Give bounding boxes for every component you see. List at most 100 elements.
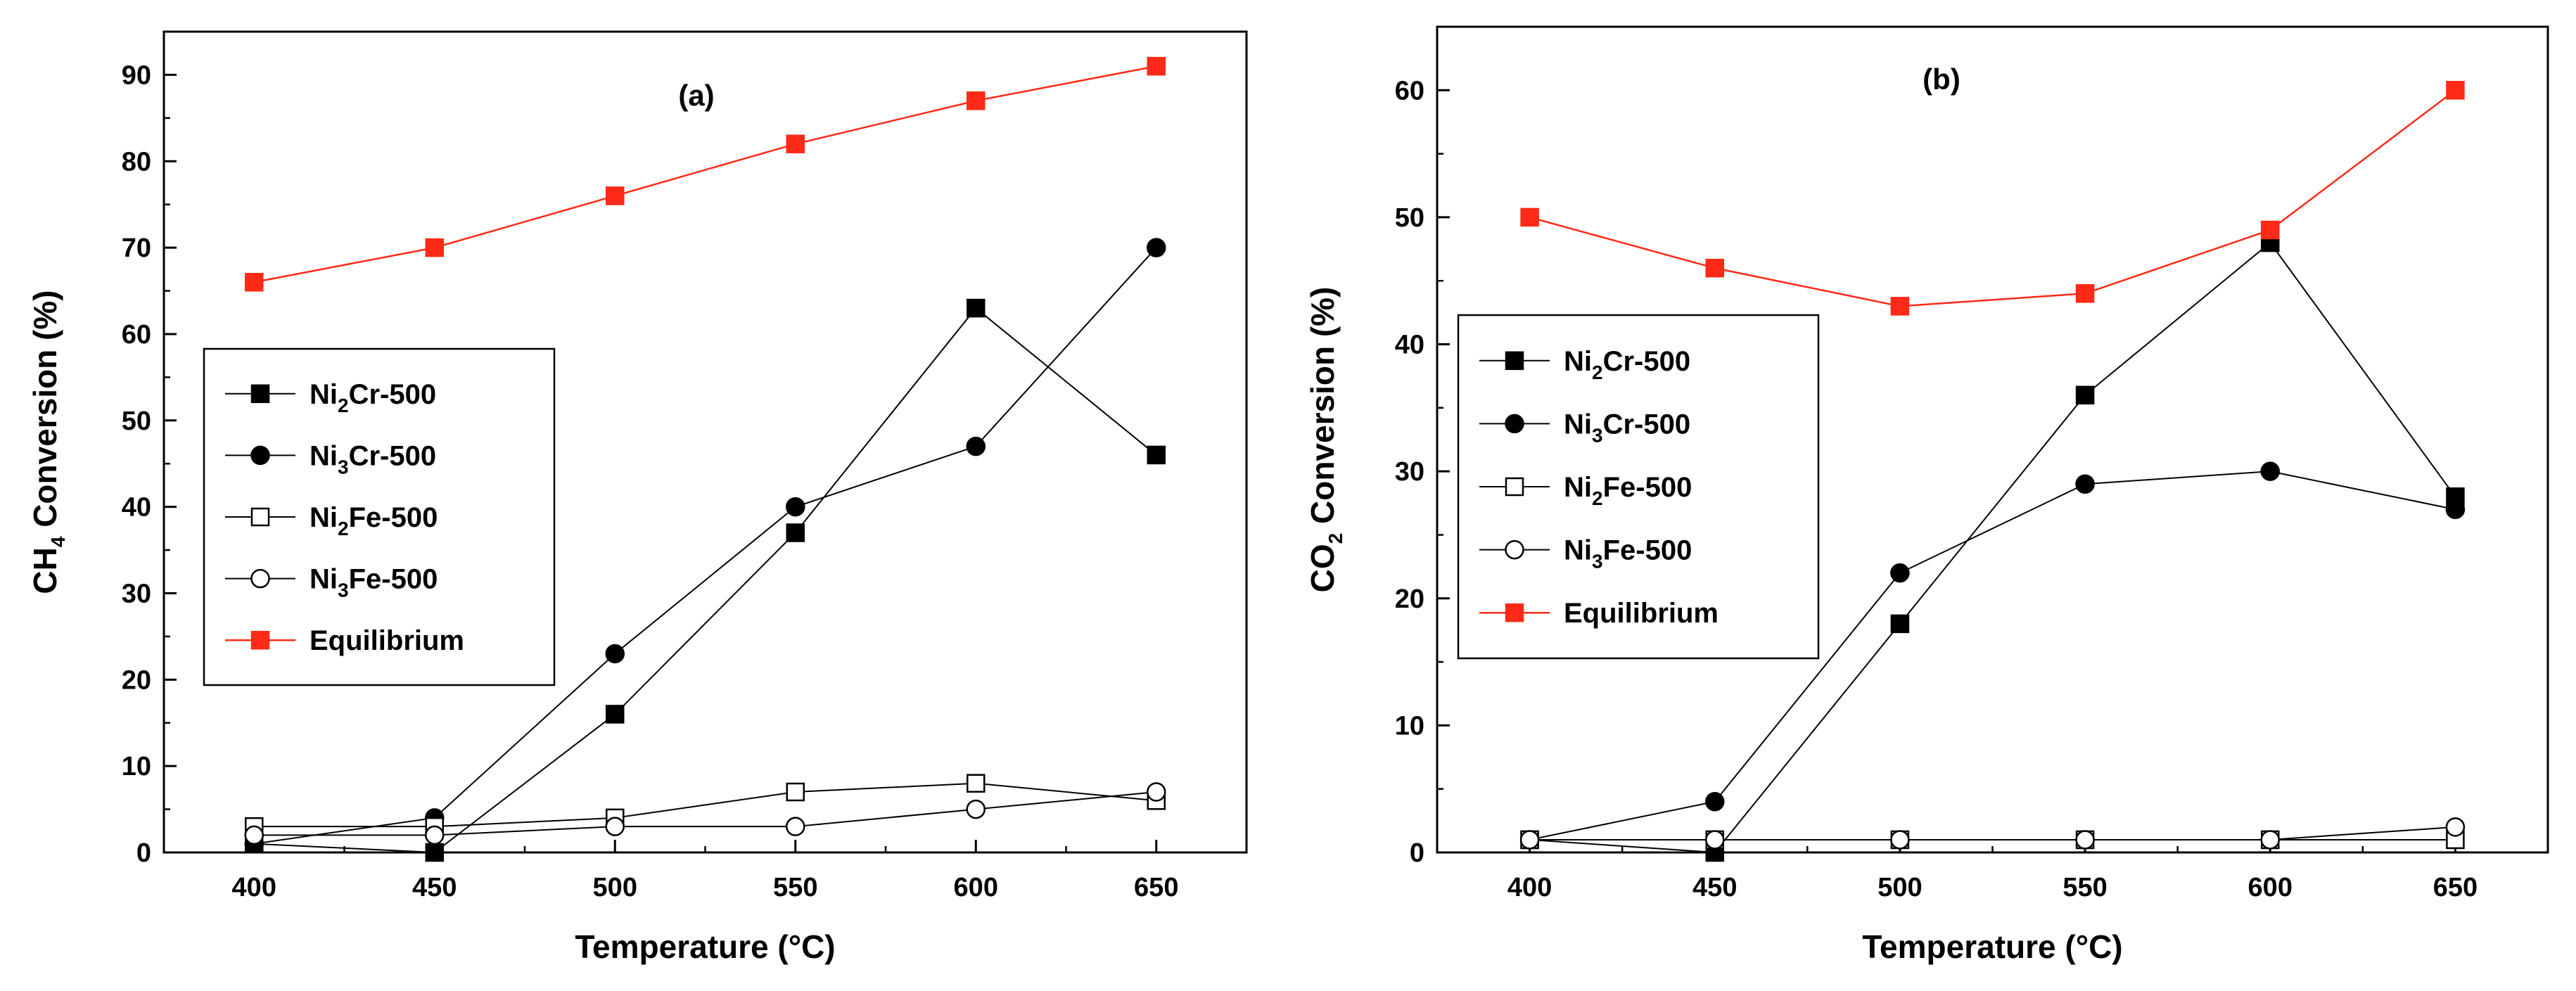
y-axis-title-subscript: 4 xyxy=(47,536,69,547)
legend-label-main: Ni xyxy=(1564,346,1592,377)
legend-label-subscript: 3 xyxy=(1592,424,1603,446)
x-tick-label: 450 xyxy=(412,873,457,902)
chart-panel-a: 400 450 500 550 600 650 0 10 20 30 40 50 60 70 80 90 Tem… xyxy=(27,30,1248,965)
data-point xyxy=(786,523,805,542)
y-tick-label: 40 xyxy=(1395,331,1424,360)
data-point xyxy=(2261,220,2280,240)
y-tick-label: 20 xyxy=(1395,584,1424,614)
legend-label-main: Ni xyxy=(310,379,338,410)
data-point xyxy=(2260,830,2280,850)
data-point xyxy=(425,825,445,845)
legend-marker xyxy=(1505,414,1524,434)
legend-label: Ni2Fe-500 xyxy=(1564,472,1692,509)
series-Ni3Fe-500 xyxy=(1519,817,2466,850)
legend-marker xyxy=(1505,351,1524,371)
y-tick-label: 30 xyxy=(1395,457,1424,487)
data-point xyxy=(2075,284,2095,303)
legend-label-rest: Cr-500 xyxy=(349,379,437,410)
data-point xyxy=(606,705,625,724)
series-line xyxy=(254,782,1156,828)
data-point xyxy=(786,497,805,517)
legend-label-subscript: 2 xyxy=(1592,487,1603,509)
legend-label-main: Equilibrium xyxy=(310,625,464,656)
data-point xyxy=(786,782,805,802)
x-tick-label: 550 xyxy=(773,873,817,902)
y-axis-title-main: CO xyxy=(1304,544,1341,592)
data-point xyxy=(966,436,986,456)
y-tick-label: 0 xyxy=(1410,838,1424,868)
legend-label: Equilibrium xyxy=(1564,598,1719,629)
legend-entry: Ni3Cr-500 xyxy=(1479,409,1690,446)
y-axis-title-rest: Conversion (%) xyxy=(27,290,63,536)
legend-label-main: Ni xyxy=(310,564,338,595)
y-axis-title: CO2 Conversion (%) xyxy=(1304,287,1346,593)
data-point xyxy=(605,817,625,836)
y-axis-title-rest: Conversion (%) xyxy=(1304,287,1341,533)
data-point xyxy=(605,644,625,664)
data-point xyxy=(2446,81,2465,100)
series-Ni3Cr-500 xyxy=(244,238,1166,854)
y-tick-label: 80 xyxy=(122,147,151,177)
legend-label-rest: Cr-500 xyxy=(349,440,437,471)
legend-marker xyxy=(1505,477,1524,497)
legend-marker xyxy=(250,630,270,650)
legend-entry: Ni2Fe-500 xyxy=(1479,472,1692,509)
data-point xyxy=(2445,499,2466,520)
legend-label: Ni3Cr-500 xyxy=(1564,409,1690,446)
data-point xyxy=(1890,614,1910,634)
legend-entry: Ni2Cr-500 xyxy=(225,379,436,416)
data-point xyxy=(244,825,264,845)
data-point xyxy=(1890,297,1910,316)
legend-entry: Equilibrium xyxy=(1479,598,1719,629)
data-point xyxy=(1705,830,1725,850)
x-tick-label: 500 xyxy=(593,873,637,902)
data-point xyxy=(425,843,444,862)
legend-label: Ni2Cr-500 xyxy=(310,379,436,416)
y-tick-label: 50 xyxy=(1395,203,1424,233)
legend-entry: Equilibrium xyxy=(225,625,464,656)
y-axis-title-subscript: 2 xyxy=(1325,533,1346,544)
data-point xyxy=(1890,563,1910,583)
y-axis-title-group: CH4 Conversion (%) xyxy=(27,290,69,594)
legend-label: Ni3Fe-500 xyxy=(310,564,438,601)
panel-label: (a) xyxy=(678,79,714,112)
y-tick-label: 70 xyxy=(122,234,151,263)
legend-label-rest: Fe-500 xyxy=(349,502,438,533)
data-point xyxy=(1147,445,1166,465)
x-tick-label: 550 xyxy=(2062,873,2107,902)
legend-label-subscript: 2 xyxy=(1592,362,1603,383)
data-point xyxy=(1147,238,1166,257)
series-Equilibrium xyxy=(1520,81,2465,316)
legend-label: Ni3Fe-500 xyxy=(1564,535,1692,573)
legend-label-subscript: 2 xyxy=(338,395,349,416)
x-axis-title: Temperature (°C) xyxy=(1862,928,2122,965)
legend-entry: Ni3Fe-500 xyxy=(1479,535,1692,573)
legend-marker xyxy=(250,507,270,527)
legend-label-subscript: 2 xyxy=(338,518,349,539)
legend-label-rest: Fe-500 xyxy=(1603,535,1692,566)
data-point xyxy=(1147,56,1166,76)
y-axis-title-group: CO2 Conversion (%) xyxy=(1304,287,1346,593)
y-axis-title: CH4 Conversion (%) xyxy=(27,290,69,594)
x-tick-label: 400 xyxy=(232,873,276,902)
legend-marker xyxy=(250,568,270,589)
legend-label: Equilibrium xyxy=(310,625,464,656)
series-line xyxy=(1529,241,2456,854)
legend-label-subscript: 3 xyxy=(338,456,349,478)
data-point xyxy=(2075,385,2095,405)
series-line xyxy=(254,247,1157,845)
x-tick-label: 450 xyxy=(1692,873,1737,902)
legend-entry: Ni3Cr-500 xyxy=(225,440,436,478)
legend-label-main: Ni xyxy=(1564,472,1592,503)
legend-label-rest: Cr-500 xyxy=(1603,346,1691,377)
legend-label-main: Equilibrium xyxy=(1564,598,1719,629)
x-tick-label: 500 xyxy=(1877,873,1922,902)
data-point xyxy=(1705,258,1724,278)
legend: Ni2Cr-500Ni3Cr-500Ni2Fe-500Ni3Fe-500Equi… xyxy=(1457,314,1820,660)
series-Ni3Fe-500 xyxy=(244,782,1166,845)
data-point xyxy=(966,799,986,819)
legend-label-main: Ni xyxy=(1564,409,1592,440)
series-line xyxy=(1529,826,2456,840)
y-tick-label: 20 xyxy=(122,665,151,695)
